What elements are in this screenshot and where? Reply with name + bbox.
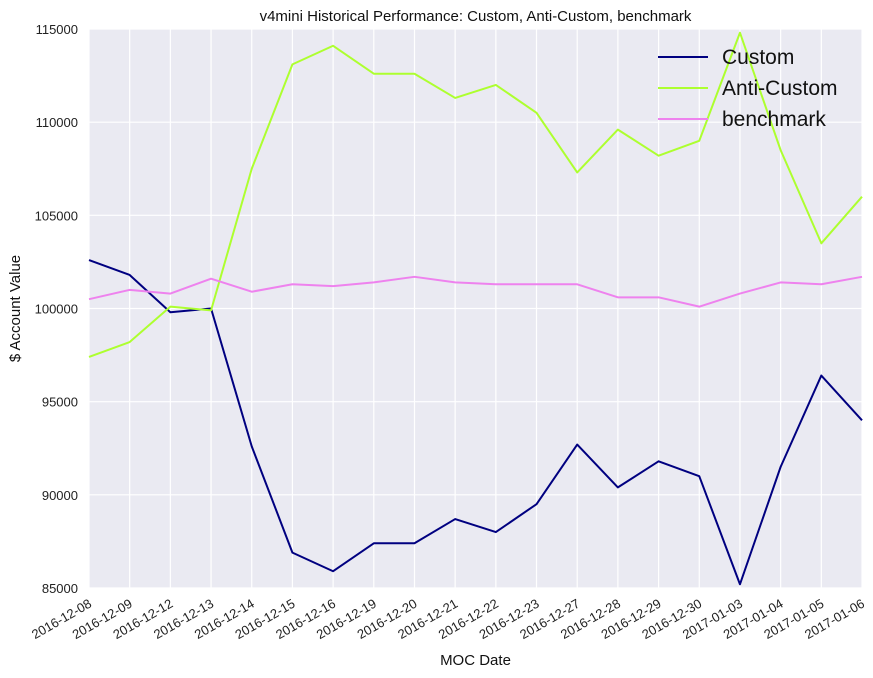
- y-tick-label: 95000: [42, 395, 78, 410]
- y-tick-label: 105000: [35, 208, 78, 223]
- x-axis-label: MOC Date: [440, 652, 511, 669]
- x-axis-ticks: 2016-12-082016-12-092016-12-122016-12-13…: [29, 596, 867, 642]
- y-tick-label: 90000: [42, 488, 78, 503]
- y-axis-ticks: 85000 90000 95000 100000 105000 110000 115000: [35, 22, 78, 596]
- y-tick-label: 110000: [36, 115, 78, 130]
- legend: Custom Anti-Custom benchmark: [658, 46, 838, 131]
- y-tick-label: 115000: [36, 22, 78, 37]
- legend-label: benchmark: [722, 108, 826, 131]
- series-line-custom: [88, 259, 863, 586]
- y-tick-label: 100000: [35, 302, 78, 317]
- legend-label: Anti-Custom: [722, 77, 838, 100]
- chart-title: v4mini Historical Performance: Custom, A…: [260, 8, 692, 25]
- y-tick-label: 85000: [42, 581, 78, 596]
- series-lines: [88, 31, 863, 586]
- series-line-benchmark: [88, 275, 863, 308]
- legend-label: Custom: [722, 46, 794, 69]
- series-line-anti-custom: [88, 31, 863, 358]
- y-axis-label: $ Account Value: [7, 255, 24, 362]
